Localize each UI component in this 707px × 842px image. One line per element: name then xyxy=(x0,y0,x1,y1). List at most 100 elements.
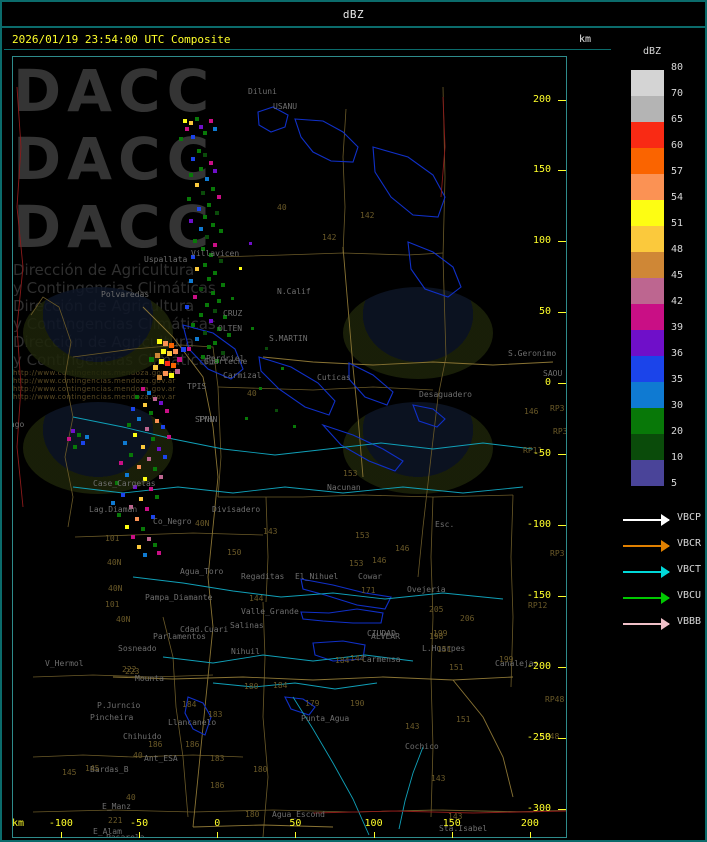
vector-arrowhead-icon xyxy=(661,618,670,630)
map-route-label: 40 xyxy=(133,751,143,760)
map-route-label: 40N xyxy=(108,584,123,593)
map-route-label: 180 xyxy=(245,810,260,819)
map-place-label: Llancanelo xyxy=(168,718,217,727)
colorbar-band-row: 54 xyxy=(631,192,683,226)
map-route-label: 143 xyxy=(263,527,278,536)
colorbar-tick-label: 35 xyxy=(671,374,684,385)
map-route-label: 151 xyxy=(437,645,452,654)
map-route-label: 186 xyxy=(148,740,163,749)
y-axis-tick-mark xyxy=(558,525,566,526)
vector-legend-label: VBCP xyxy=(677,512,702,523)
map-route-label: 186 xyxy=(210,781,225,790)
x-axis-tick-mark xyxy=(451,832,453,838)
map-route-label: 142 xyxy=(322,233,337,242)
map-route-label: RP12 xyxy=(528,601,548,610)
x-axis-unit-label: km xyxy=(12,818,25,829)
y-axis-tick-mark xyxy=(558,595,566,597)
map-place-label: Chihuido xyxy=(123,732,162,741)
map-place-label: S.Geronimo xyxy=(508,349,557,358)
map-route-label: 146 xyxy=(524,407,539,416)
echo-scatter-east xyxy=(231,242,296,428)
map-place-label: El_Nihuel xyxy=(295,572,339,581)
map-place-label: Nihuil xyxy=(231,647,260,656)
y-axis-tick-label: 150 xyxy=(532,164,551,176)
y-axis-tick-mark xyxy=(558,454,566,456)
map-route-label: 144 xyxy=(249,594,264,603)
vector-legend-label: VBCU xyxy=(677,590,702,601)
map-route-label: 143 xyxy=(405,722,420,731)
colorbar-swatch xyxy=(631,434,664,460)
map-place-label: Ant_ESA xyxy=(144,754,178,763)
vector-legend-row[interactable]: VBBB xyxy=(621,612,705,638)
echo-core-high xyxy=(149,339,186,380)
legend-column: dBZ 80 70 65 60 57 54 51 48 45 42 39 36 35 30 20 10 5 VB… xyxy=(613,30,705,840)
colorbar-band-row: 42 xyxy=(631,296,683,330)
vector-legend-label: VBCT xyxy=(677,564,702,575)
vector-legend-row[interactable]: VBCP xyxy=(621,508,705,534)
x-axis-tick-mark xyxy=(217,832,219,838)
window-titlebar: dBZ xyxy=(2,2,705,28)
colorbar-tick-label: 65 xyxy=(671,114,684,125)
map-place-label: E_Alam xyxy=(93,827,122,836)
colorbar-swatch xyxy=(631,148,664,174)
x-axis-tick-mark xyxy=(529,832,531,838)
colorbar-swatch xyxy=(631,226,664,252)
map-place-label: Pasarela xyxy=(106,833,145,838)
map-route-label: RP3 xyxy=(553,427,567,436)
colorbar-tick-label: 5 xyxy=(671,478,678,489)
reflectivity-colorbar[interactable]: 80 70 65 60 57 54 51 48 45 42 39 36 35 30 20 10 5 xyxy=(631,62,683,512)
map-place-label: Punta_Agua xyxy=(301,714,350,723)
map-route-label: 40 xyxy=(126,793,136,802)
map-place-label: Case_Cargetas xyxy=(93,479,156,488)
vector-legend-row[interactable]: VBCU xyxy=(621,586,705,612)
map-route-label: 145 xyxy=(85,764,100,773)
map-route-label: 40 xyxy=(277,203,287,212)
colorbar-swatch xyxy=(631,200,664,226)
map-place-label: Mounta xyxy=(135,674,164,683)
plot-frame: DACC DACC DACC Dirección de Agricultura … xyxy=(12,56,567,838)
map-route-label: 101 xyxy=(105,600,120,609)
map-place-label: Desaguadero xyxy=(419,390,472,399)
map-route-label: 150 xyxy=(227,548,242,557)
colorbar-tick-label: 70 xyxy=(671,88,684,99)
x-axis-tick-label: 0 xyxy=(214,818,221,829)
colorbar-tick-label: 20 xyxy=(671,426,684,437)
map-place-label: Agua_Escond xyxy=(272,810,325,819)
map-route-label: 153 xyxy=(349,559,364,568)
province-borders xyxy=(30,86,566,837)
x-axis-tick-label: -100 xyxy=(48,818,73,829)
map-place-label: USANU xyxy=(273,102,298,111)
map-place-label: Cuticas xyxy=(317,373,351,382)
map-place-label: Cdad.Cuari xyxy=(180,625,229,634)
map-route-label: 184 xyxy=(335,656,350,665)
colorbar-band-row: 51 xyxy=(631,218,683,252)
map-place-label: Perdriel xyxy=(206,354,245,363)
vector-arrowhead-icon xyxy=(661,540,670,552)
map-route-label: 183 xyxy=(210,754,225,763)
echo-band-main xyxy=(185,149,231,363)
y-axis-tick-label: -300 xyxy=(526,802,551,814)
map-route-label: 205 xyxy=(429,605,444,614)
map-route-label: 151 xyxy=(449,663,464,672)
international-border xyxy=(16,86,566,814)
water-bodies xyxy=(182,106,462,736)
map-route-label: 222 xyxy=(122,665,137,674)
map-route-label: 198 xyxy=(429,632,444,641)
colorbar-tick-label: 80 xyxy=(671,62,684,73)
colorbar-band-row: 70 xyxy=(631,88,683,122)
vector-legend-row[interactable]: VBCT xyxy=(621,560,705,586)
colorbar-band-row: 57 xyxy=(631,166,683,200)
x-axis-tick-label: 150 xyxy=(442,818,461,829)
map-route-label: 180 xyxy=(244,682,259,691)
map-place-label: SPNN xyxy=(195,415,215,424)
colorbar-tick-label: 30 xyxy=(671,400,684,411)
map-place-label: Uspallata xyxy=(144,255,188,264)
y-axis-tick-mark xyxy=(558,737,566,739)
map-place-label: Co_Negro xyxy=(153,517,192,526)
map-place-label: Valle_Grande xyxy=(241,607,299,616)
primary-roads xyxy=(112,246,554,828)
vector-legend-row[interactable]: VBCR xyxy=(621,534,705,560)
map-route-label: 101 xyxy=(105,534,120,543)
vector-arrow-icon xyxy=(623,571,669,573)
